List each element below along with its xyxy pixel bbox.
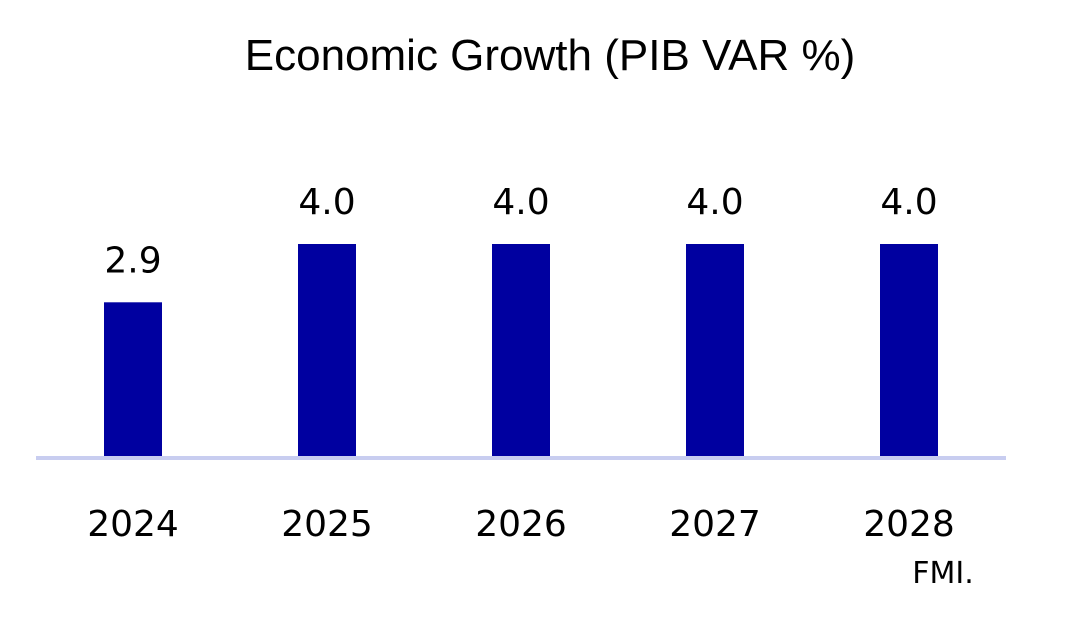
value-label-2028: 4.0 [880,182,937,223]
source-label: FMI. [912,556,974,591]
value-label-2025: 4.0 [298,182,355,223]
bar-2025 [298,244,356,456]
x-tick-label-2025: 2025 [281,504,373,545]
value-label-2026: 4.0 [492,182,549,223]
bar-2026 [492,244,550,456]
bars-group [104,244,938,456]
value-labels-group: 2.9 4.0 4.0 4.0 4.0 [104,182,937,281]
value-label-2027: 4.0 [686,182,743,223]
bar-2028 [880,244,938,456]
bar-2027 [686,244,744,456]
x-tick-label-2028: 2028 [863,504,955,545]
chart-title: Economic Growth (PIB VAR %) [245,31,855,80]
bar-2024 [104,302,162,456]
x-tick-labels: 2024 2025 2026 2027 2028 [87,504,955,545]
value-label-2024: 2.9 [104,240,161,281]
x-tick-label-2026: 2026 [475,504,567,545]
x-tick-label-2027: 2027 [669,504,761,545]
x-tick-label-2024: 2024 [87,504,179,545]
